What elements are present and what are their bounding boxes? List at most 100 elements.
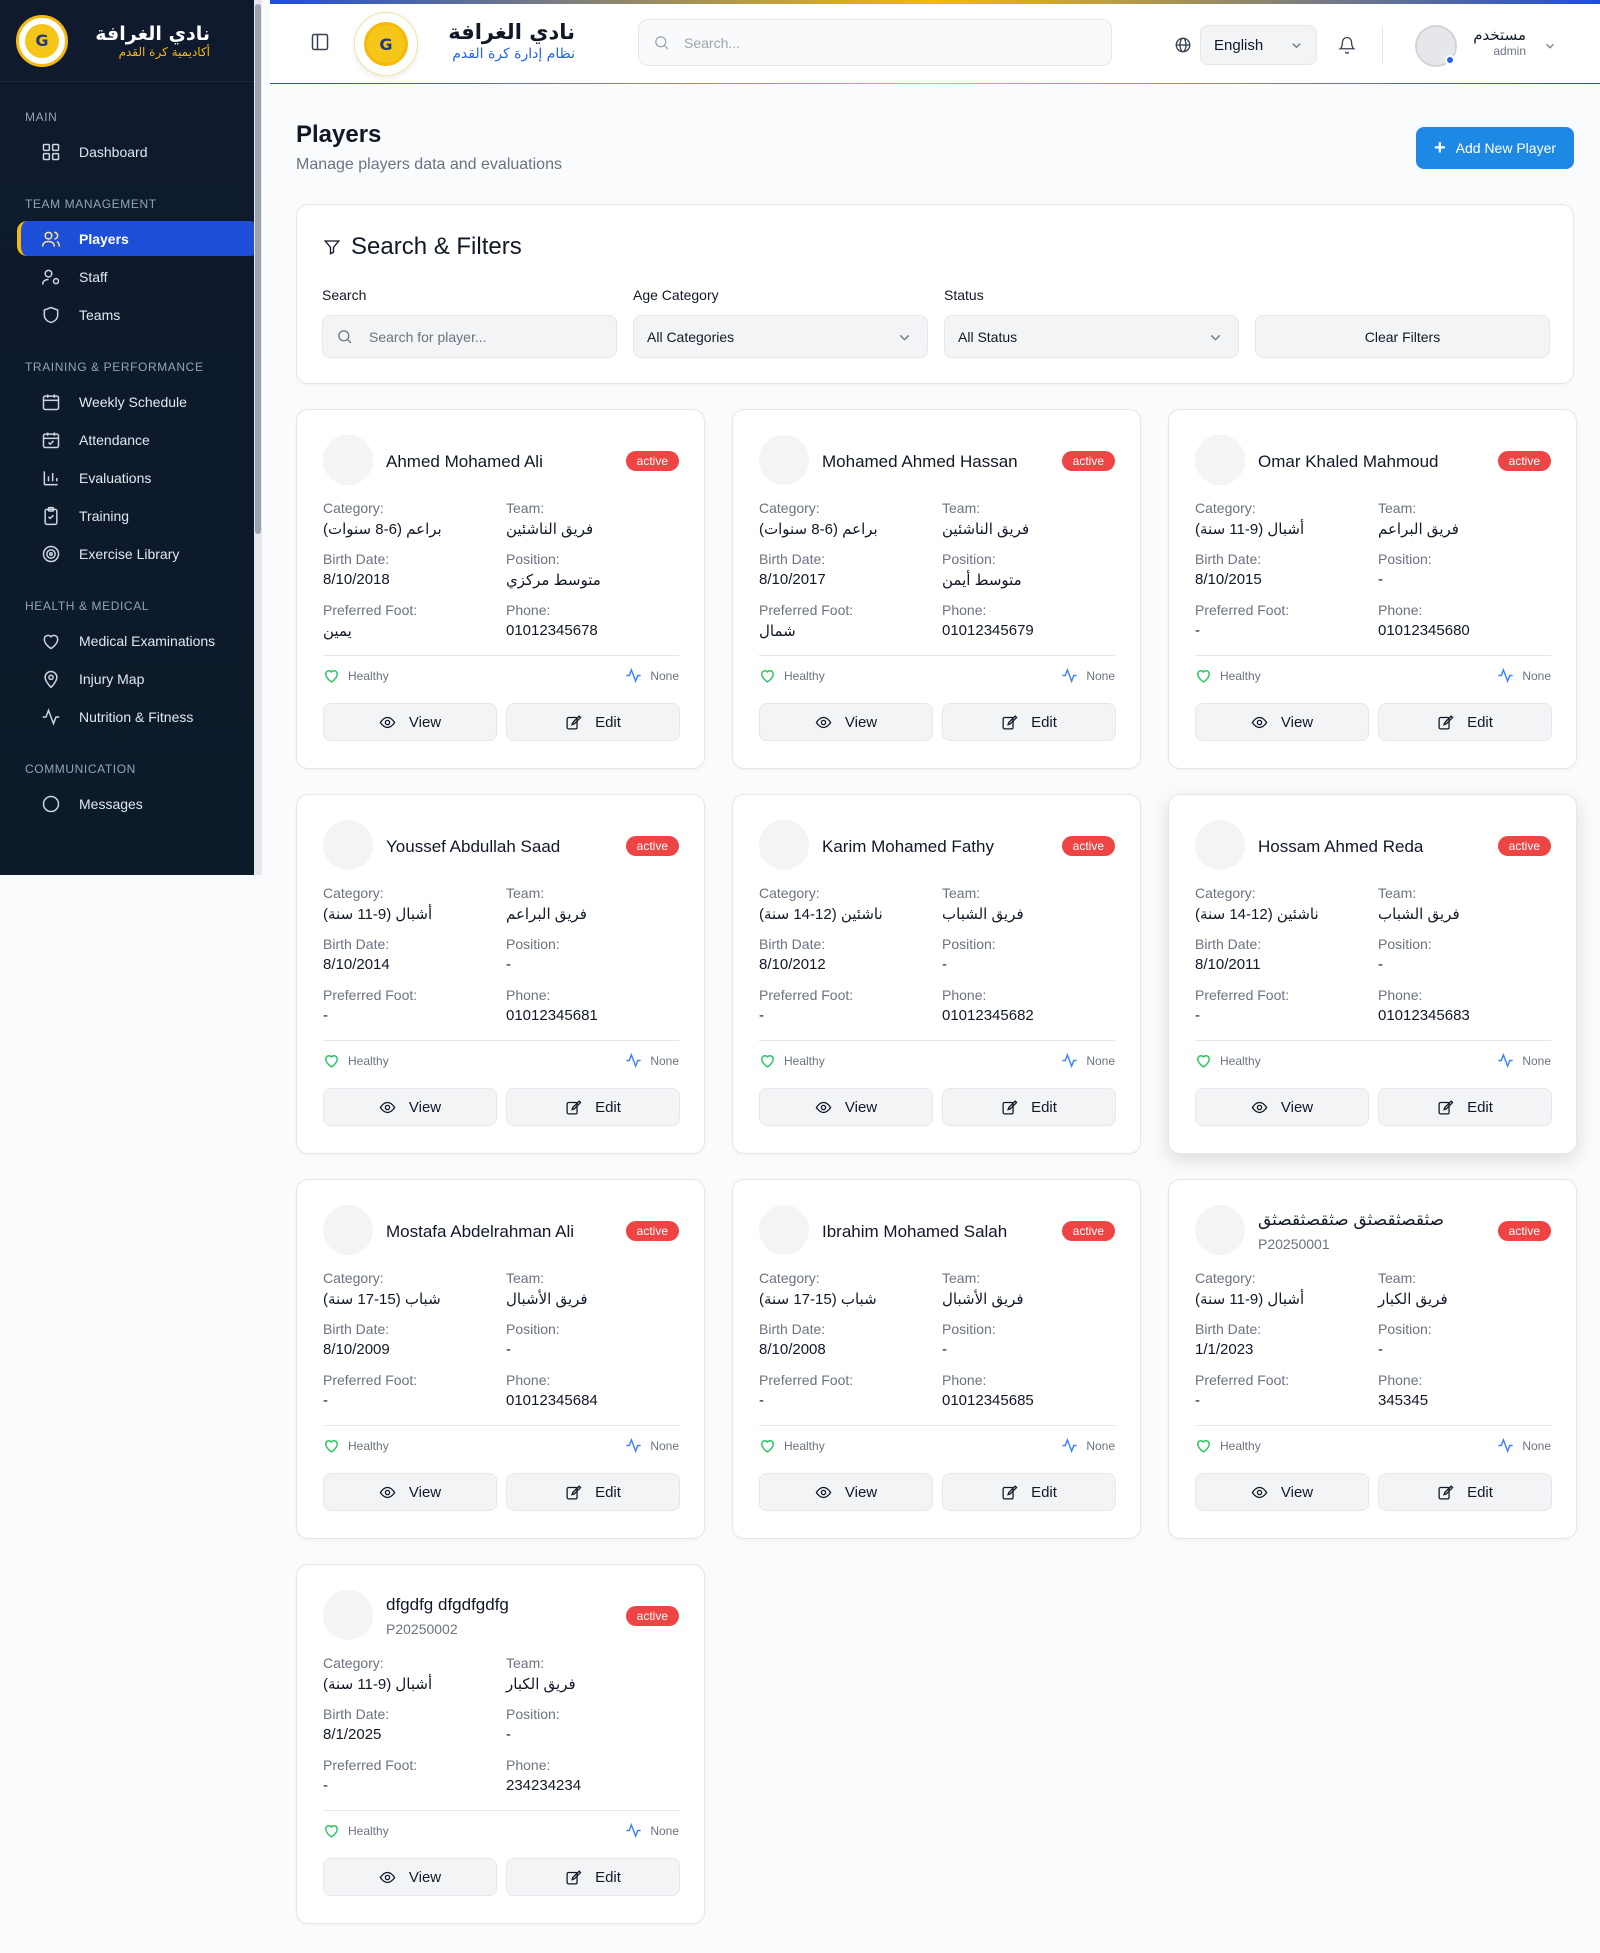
player-card[interactable]: Ahmed Mohamed Ali active Category: براعم …	[296, 409, 705, 769]
edit-button-label: Edit	[1031, 1098, 1057, 1116]
view-button[interactable]: View	[323, 703, 497, 741]
card-divider	[1195, 1040, 1551, 1041]
sidebar-item-nutrition-fitness[interactable]: Nutrition & Fitness	[17, 699, 260, 734]
edit-button[interactable]: Edit	[506, 1088, 680, 1126]
player-search-input[interactable]: Search for player...	[322, 315, 617, 358]
edit-icon	[1002, 1484, 1018, 1500]
injury-status: None	[1497, 1052, 1551, 1069]
player-card[interactable]: Hossam Ahmed Reda active Category: ناشئين…	[1168, 794, 1577, 1154]
sidebar-item-medical-examinations[interactable]: Medical Examinations	[17, 623, 260, 658]
edit-button[interactable]: Edit	[506, 1858, 680, 1896]
shield-icon	[43, 306, 59, 323]
brand-name: نادي الغرافة	[95, 22, 210, 45]
status-select[interactable]: All Status	[944, 315, 1239, 358]
player-card[interactable]: Youssef Abdullah Saad active Category: أش…	[296, 794, 705, 1154]
player-name: Omar Khaled Mahmoud	[1258, 452, 1439, 471]
edit-button[interactable]: Edit	[1378, 1473, 1552, 1511]
health-status: Healthy	[1195, 1437, 1261, 1454]
position-field: Position: -	[506, 936, 686, 973]
view-button-label: View	[408, 1868, 442, 1886]
edit-button[interactable]: Edit	[1378, 703, 1552, 741]
status-badge: active	[1061, 836, 1115, 856]
sidebar-item-injury-map[interactable]: Injury Map	[17, 661, 260, 696]
sidebar-item-teams[interactable]: Teams	[17, 297, 260, 332]
view-button[interactable]: View	[323, 1858, 497, 1896]
field-value: شباب (15-17 سنة)	[759, 1291, 877, 1308]
health-status: Healthy	[323, 1052, 389, 1069]
field-label: Position:	[506, 1706, 560, 1722]
health-status-label: Healthy	[784, 1053, 825, 1068]
language-select[interactable]: English	[1200, 25, 1317, 65]
player-card[interactable]: dfgdfg dfgdfgdfg P20250002 active Catego…	[296, 1564, 705, 1924]
view-button[interactable]: View	[323, 1088, 497, 1126]
sidebar-section-title: TEAM MANAGEMENT	[25, 197, 157, 211]
health-status-label: Healthy	[784, 1438, 825, 1453]
sidebar-scrollbar[interactable]	[254, 0, 262, 875]
sidebar-item-training[interactable]: Training	[17, 498, 260, 533]
view-button[interactable]: View	[1195, 703, 1369, 741]
bell-icon[interactable]	[1338, 36, 1356, 59]
field-value: -	[1195, 1392, 1200, 1409]
player-card[interactable]: Mostafa Abdelrahman Ali active Category:…	[296, 1179, 705, 1539]
health-status-label: Healthy	[348, 1438, 389, 1453]
view-button[interactable]: View	[759, 1473, 933, 1511]
sidebar-item-players[interactable]: Players	[17, 221, 260, 256]
view-button[interactable]: View	[759, 1088, 933, 1126]
player-code: P20250002	[386, 1621, 458, 1637]
sidebar-item-evaluations[interactable]: Evaluations	[17, 460, 260, 495]
view-button[interactable]: View	[1195, 1473, 1369, 1511]
player-name: Youssef Abdullah Saad	[386, 837, 561, 856]
view-button[interactable]: View	[759, 703, 933, 741]
player-name: Ibrahim Mohamed Salah	[822, 1222, 1008, 1241]
field-value: فريق الناشئين	[942, 521, 1030, 538]
view-button[interactable]: View	[1195, 1088, 1369, 1126]
player-card[interactable]: Karim Mohamed Fathy active Category: ناشئ…	[732, 794, 1141, 1154]
field-value: 8/10/2008	[759, 1341, 826, 1358]
card-divider	[323, 655, 679, 656]
category-field: Category: أشبال (9-11 سنة)	[1195, 500, 1375, 538]
clear-filters-button[interactable]: Clear Filters	[1255, 315, 1550, 358]
sidebar-nav: MAIN Dashboard TEAM MANAGEMENT Players Staff…	[0, 110, 262, 821]
sidebar-brand[interactable]: G نادي الغرافة أكاديمية كرة القدم	[0, 0, 262, 82]
age-category-select[interactable]: All Categories	[633, 315, 928, 358]
sidebar-item-messages[interactable]: Messages	[17, 786, 260, 821]
user-menu[interactable]: مستخدم admin	[1466, 26, 1526, 58]
player-card[interactable]: Mohamed Ahmed Hassan active Category: برا…	[732, 409, 1141, 769]
sidebar-item-attendance[interactable]: Attendance	[17, 422, 260, 457]
sidebar-item-staff[interactable]: Staff	[17, 259, 260, 294]
player-card[interactable]: Omar Khaled Mahmoud active Category: أشبا…	[1168, 409, 1577, 769]
add-player-button[interactable]: + Add New Player	[1416, 127, 1574, 169]
field-label: Birth Date:	[323, 551, 390, 567]
view-button-label: View	[844, 1483, 878, 1501]
sidebar-item-label: Teams	[79, 306, 121, 323]
player-name: Mohamed Ahmed Hassan	[822, 452, 1018, 471]
global-search-input[interactable]: Search...	[638, 19, 1112, 66]
field-value: -	[942, 1341, 947, 1358]
user-avatar[interactable]	[1415, 25, 1457, 67]
field-label: Phone:	[942, 987, 987, 1003]
field-value: 234234234	[506, 1777, 582, 1794]
field-label: Preferred Foot:	[323, 987, 418, 1003]
clipboard-icon	[44, 506, 58, 525]
sidebar-toggle-icon[interactable]	[310, 32, 330, 57]
category-field: Category: براعم (6-8 سنوات)	[759, 500, 939, 538]
player-card[interactable]: صثقصثقصثق صثقصثقصثق P20250001 active Cat…	[1168, 1179, 1577, 1539]
injury-status: None	[1061, 1437, 1115, 1454]
eye-icon	[1251, 716, 1268, 728]
activity-icon	[42, 707, 60, 726]
edit-button[interactable]: Edit	[942, 1473, 1116, 1511]
edit-button[interactable]: Edit	[506, 703, 680, 741]
chevron-down-icon[interactable]	[1543, 39, 1557, 58]
edit-button[interactable]: Edit	[942, 703, 1116, 741]
edit-button[interactable]: Edit	[942, 1088, 1116, 1126]
player-card[interactable]: Ibrahim Mohamed Salah active Category: شب…	[732, 1179, 1141, 1539]
view-button[interactable]: View	[323, 1473, 497, 1511]
sidebar-item-weekly-schedule[interactable]: Weekly Schedule	[17, 384, 260, 419]
activity-icon	[1498, 667, 1513, 684]
sidebar-item-dashboard[interactable]: Dashboard	[17, 134, 260, 169]
chevron-down-icon	[1289, 38, 1304, 57]
preferred-foot-field: Preferred Foot: -	[323, 1757, 503, 1794]
edit-button[interactable]: Edit	[506, 1473, 680, 1511]
edit-button[interactable]: Edit	[1378, 1088, 1552, 1126]
sidebar-item-exercise-library[interactable]: Exercise Library	[17, 536, 260, 571]
